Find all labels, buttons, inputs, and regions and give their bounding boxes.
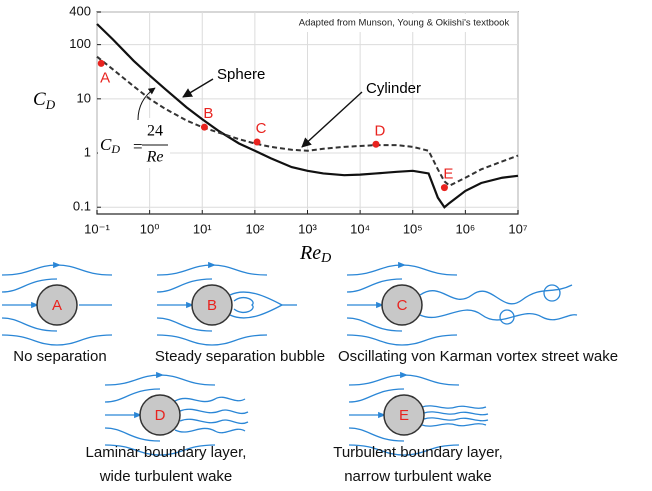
x-tick-label: 10⁴ (350, 221, 370, 236)
diagram-b: B (157, 265, 297, 345)
diagram-c: C (347, 265, 577, 345)
page: ABCDE Adapted from Munson, Young & Okiis… (0, 0, 652, 491)
caption: Steady separation bubble (155, 348, 325, 365)
point (254, 138, 261, 145)
x-tick-label: 10⁻¹ (84, 221, 110, 236)
point-label: C (256, 120, 267, 137)
diagram-letter: C (397, 297, 408, 314)
flow-diagrams: A B C D (2, 265, 618, 485)
x-tick-label: 10¹ (193, 221, 212, 236)
y-tick-label: 400 (69, 3, 91, 18)
formula-c: C (100, 135, 112, 154)
point (441, 184, 448, 191)
y-tick-label: 10 (77, 90, 91, 105)
x-axis-label-text: Re (299, 242, 321, 264)
caption: wide turbulent wake (99, 468, 233, 485)
series-label: Sphere (217, 66, 265, 83)
series-arrow (183, 79, 213, 97)
formula-denominator: Re (146, 149, 164, 166)
caption: Turbulent boundary layer, (333, 444, 503, 461)
formula-numerator: 24 (147, 123, 163, 140)
y-axis-label-text: C (33, 89, 46, 110)
diagram-letter: D (155, 407, 166, 424)
caption: No separation (13, 348, 106, 365)
y-tick-label: 0.1 (73, 199, 91, 214)
point (372, 141, 379, 148)
x-tick-label: 10⁶ (455, 221, 475, 236)
caption: Laminar boundary layer, (86, 444, 247, 461)
caption: narrow turbulent wake (344, 468, 492, 485)
caption: Oscillating von Karman vortex street wak… (338, 348, 618, 365)
point-label: A (100, 69, 110, 86)
point-label: E (443, 166, 453, 183)
x-tick-label: 10² (245, 221, 264, 236)
point (98, 60, 105, 67)
series-arrow (302, 92, 362, 147)
y-axis-label-sub: D (45, 97, 56, 112)
x-axis-label: ReD (299, 242, 331, 267)
x-axis-label-sub: D (320, 251, 331, 266)
formula-equals: = (133, 137, 143, 156)
diagram-a: A (2, 265, 112, 345)
y-tick-label: 1 (84, 144, 91, 159)
x-tick-label: 10³ (298, 221, 317, 236)
diagram-letter: E (399, 407, 409, 424)
note: Adapted from Munson, Young & Okiishi's t… (299, 18, 510, 29)
diagram-letter: A (52, 297, 62, 314)
point-label: D (375, 122, 386, 139)
diagram-letter: B (207, 297, 217, 314)
x-tick-label: 10⁵ (403, 221, 423, 236)
y-axis-label: CD (33, 89, 56, 112)
point (201, 124, 208, 131)
y-tick-label: 100 (69, 36, 91, 51)
point-label: B (203, 105, 213, 122)
formula-sub: D (110, 142, 120, 156)
series-label: Cylinder (366, 80, 421, 97)
x-tick-label: 10⁷ (508, 221, 527, 236)
x-tick-label: 10⁰ (140, 221, 160, 236)
